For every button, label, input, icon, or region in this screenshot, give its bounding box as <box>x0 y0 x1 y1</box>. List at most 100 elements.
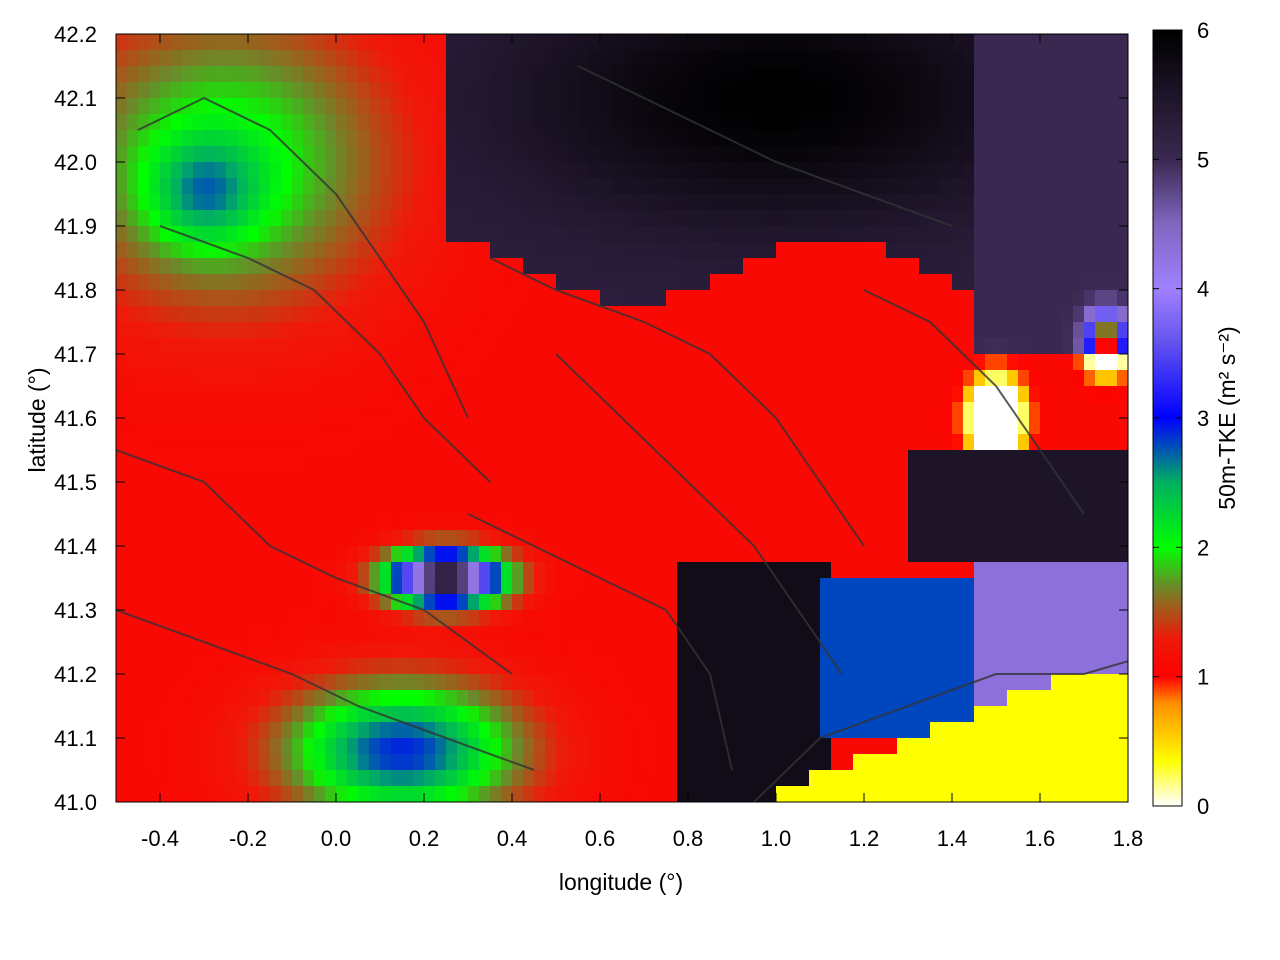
heatmap-cell <box>479 258 491 275</box>
heatmap-cell <box>270 450 282 467</box>
heatmap-cell <box>1062 306 1074 323</box>
heatmap-cell <box>578 466 590 483</box>
heatmap-cell <box>138 434 150 451</box>
heatmap-cell <box>611 162 623 179</box>
heatmap-cell <box>1084 82 1096 99</box>
heatmap-cell <box>138 210 150 227</box>
heatmap-cell <box>732 514 744 531</box>
heatmap-cell <box>127 146 139 163</box>
heatmap-cell <box>699 578 711 595</box>
heatmap-cell <box>215 514 227 531</box>
heatmap-cell <box>1095 642 1107 659</box>
heatmap-cell <box>347 114 359 131</box>
heatmap-cell <box>721 114 733 131</box>
heatmap-cell <box>171 466 183 483</box>
heatmap-cell <box>204 34 216 51</box>
heatmap-cell <box>523 50 535 67</box>
heatmap-cell <box>600 338 612 355</box>
heatmap-cell <box>292 226 304 243</box>
heatmap-cell <box>226 626 238 643</box>
heatmap-cell <box>501 290 513 307</box>
heatmap-cell <box>919 402 931 419</box>
heatmap-cell <box>380 674 392 691</box>
heatmap-cell <box>1062 354 1074 371</box>
heatmap-cell <box>127 114 139 131</box>
heatmap-cell <box>138 50 150 67</box>
heatmap-cell <box>1106 722 1118 739</box>
heatmap-cell <box>776 98 788 115</box>
heatmap-cell <box>930 722 942 739</box>
colorbar-label: 50m-TKE (m² s⁻²) <box>1214 326 1240 509</box>
heatmap-cell <box>292 50 304 67</box>
heatmap-cell <box>534 562 546 579</box>
heatmap-cell <box>875 82 887 99</box>
heatmap-cell <box>820 514 832 531</box>
heatmap-cell <box>820 738 832 755</box>
heatmap-cell <box>688 546 700 563</box>
heatmap-cell <box>908 450 920 467</box>
heatmap-cell <box>457 226 469 243</box>
heatmap-cell <box>754 290 766 307</box>
heatmap-cell <box>864 562 876 579</box>
heatmap-cell <box>193 434 205 451</box>
heatmap-cell <box>281 706 293 723</box>
heatmap-cell <box>754 34 766 51</box>
heatmap-cell <box>930 434 942 451</box>
heatmap-cell <box>842 498 854 515</box>
heatmap-cell <box>303 642 315 659</box>
heatmap-cell <box>1095 210 1107 227</box>
heatmap-cell <box>853 594 865 611</box>
heatmap-cell <box>226 82 238 99</box>
heatmap-cell <box>336 370 348 387</box>
heatmap-cell <box>897 162 909 179</box>
heatmap-cell <box>633 114 645 131</box>
heatmap-cell <box>655 242 667 259</box>
heatmap-cell <box>534 706 546 723</box>
heatmap-cell <box>1106 274 1118 291</box>
heatmap-cell <box>292 194 304 211</box>
heatmap-cell <box>600 578 612 595</box>
heatmap-cell <box>402 786 414 802</box>
heatmap-cell <box>754 402 766 419</box>
heatmap-cell <box>314 338 326 355</box>
heatmap-cell <box>677 690 689 707</box>
heatmap-cell <box>666 562 678 579</box>
heatmap-cell <box>930 706 942 723</box>
heatmap-cell <box>743 482 755 499</box>
heatmap-cell <box>655 562 667 579</box>
heatmap-cell <box>424 146 436 163</box>
heatmap-cell <box>1084 450 1096 467</box>
heatmap-cell <box>545 482 557 499</box>
heatmap-cell <box>831 114 843 131</box>
heatmap-cell <box>160 274 172 291</box>
heatmap-cell <box>424 274 436 291</box>
heatmap-cell <box>831 642 843 659</box>
heatmap-cell <box>644 82 656 99</box>
heatmap-cell <box>325 722 337 739</box>
heatmap-cell <box>644 370 656 387</box>
heatmap-cell <box>721 466 733 483</box>
heatmap-cell <box>512 658 524 675</box>
heatmap-cell <box>721 626 733 643</box>
heatmap-cell <box>281 290 293 307</box>
heatmap-cell <box>446 546 458 563</box>
heatmap-cell <box>1062 770 1074 787</box>
heatmap-cell <box>985 466 997 483</box>
heatmap-cell <box>578 482 590 499</box>
heatmap-cell <box>743 386 755 403</box>
heatmap-cell <box>622 706 634 723</box>
heatmap-cell <box>457 242 469 259</box>
heatmap-cell <box>1084 610 1096 627</box>
heatmap-cell <box>1007 242 1019 259</box>
heatmap-cell <box>512 770 524 787</box>
heatmap-cell <box>424 482 436 499</box>
heatmap-cell <box>721 690 733 707</box>
heatmap-cell <box>402 130 414 147</box>
heatmap-cell <box>1040 82 1052 99</box>
heatmap-cell <box>534 626 546 643</box>
heatmap-cell <box>842 402 854 419</box>
heatmap-cell <box>1029 722 1041 739</box>
heatmap-cell <box>556 210 568 227</box>
heatmap-cell <box>292 82 304 99</box>
heatmap-cell <box>347 322 359 339</box>
